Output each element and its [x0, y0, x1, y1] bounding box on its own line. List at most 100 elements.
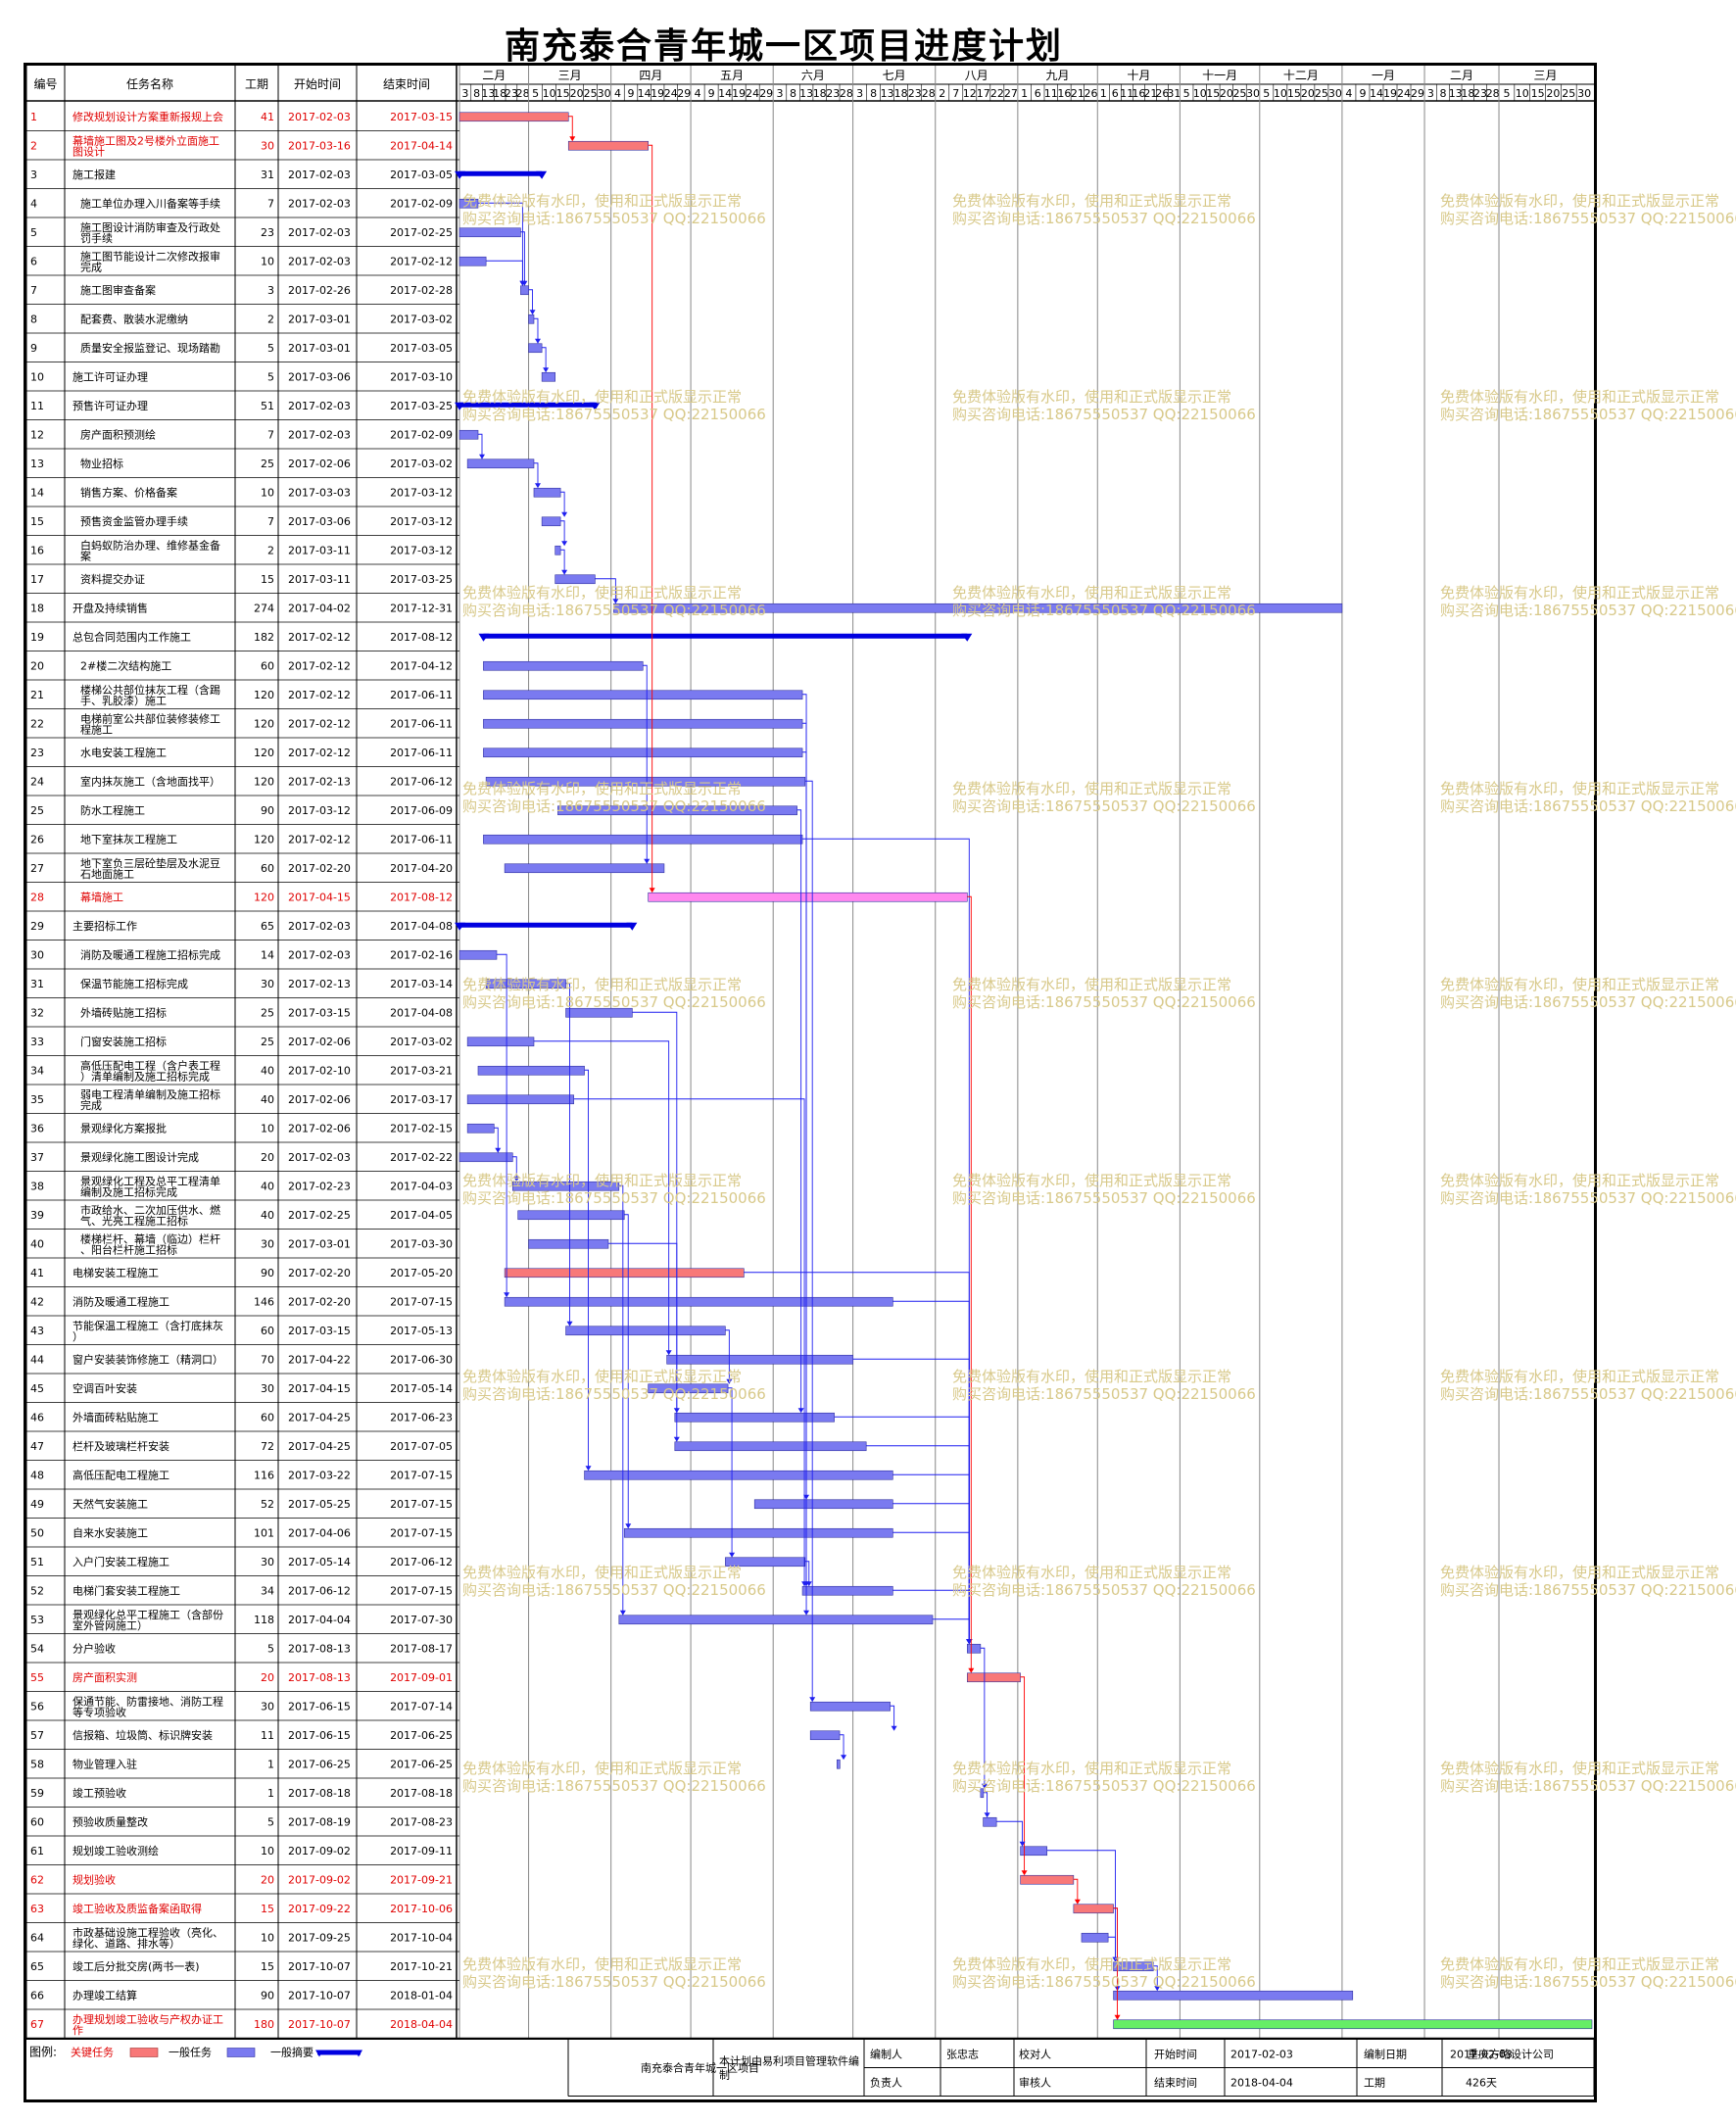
task-name: 电梯前室公共部位装修装修工	[80, 711, 220, 725]
day-tick-label: 9	[1359, 87, 1366, 100]
watermark-text: 免费体验版有水印，使用和正式版显示正常	[462, 584, 742, 602]
day-tick-label: 26	[1155, 87, 1169, 100]
day-tick-label: 6	[1035, 87, 1041, 100]
task-duration: 7	[267, 515, 274, 528]
task-name-cont: 完成	[80, 260, 102, 273]
day-tick-label: 12	[963, 87, 977, 100]
task-end: 2017-03-21	[390, 1064, 453, 1077]
watermark-text: 免费体验版有水印，使用和正式版显示正常	[1440, 388, 1719, 406]
task-end: 2017-05-13	[390, 1325, 453, 1337]
dependency-arrow	[625, 1523, 632, 1529]
dependency-arrow	[981, 1783, 988, 1789]
task-id: 29	[30, 920, 44, 933]
task-duration: 20	[261, 1151, 274, 1164]
dependency-arrow	[891, 1725, 897, 1731]
task-end: 2017-03-15	[390, 111, 453, 123]
task-bar	[555, 545, 561, 555]
task-id: 17	[30, 573, 44, 586]
task-id: 56	[30, 1700, 44, 1713]
task-name: 外墙砖贴施工招标	[80, 1005, 167, 1019]
day-tick-label: 25	[1232, 87, 1246, 100]
task-id: 47	[30, 1440, 44, 1453]
task-bar	[466, 1037, 535, 1047]
day-tick-label: 23	[1473, 87, 1487, 100]
watermark-text: 免费体验版有水印，使用和正式版显示正常	[1440, 1172, 1719, 1189]
task-start: 2017-03-01	[288, 1237, 351, 1250]
task-duration: 7	[267, 428, 274, 441]
dependency-link	[533, 462, 539, 488]
task-end: 2017-09-11	[390, 1845, 453, 1858]
green-task-bar	[1113, 2019, 1593, 2030]
task-duration: 60	[261, 862, 274, 875]
task-id: 32	[30, 1006, 44, 1019]
task-id: 44	[30, 1353, 44, 1366]
task-id: 5	[30, 226, 37, 239]
watermark-text-line2: 购买咨询电话:18675550537 QQ:22150066	[1440, 1777, 1736, 1795]
watermark-text: 免费体验版有水印，使用和正式版显示正常	[952, 584, 1231, 602]
task-id: 62	[30, 1873, 44, 1886]
task-start: 2017-06-15	[288, 1700, 351, 1713]
task-id: 40	[30, 1237, 44, 1250]
day-tick-label: 14	[1370, 87, 1383, 100]
dependency-link	[477, 433, 483, 458]
task-end: 2017-03-02	[390, 1036, 453, 1048]
task-start: 2017-02-03	[288, 169, 351, 181]
task-bar	[725, 1557, 806, 1568]
task-name: 配套费、散装水泥缴纳	[80, 312, 188, 325]
task-duration: 30	[261, 1382, 274, 1395]
task-duration: 3	[267, 284, 274, 297]
footer-compiler: 张忠志	[946, 2049, 979, 2061]
task-start: 2017-08-13	[288, 1671, 351, 1684]
watermark-text: 免费体验版有水印，使用和正式版显示正常	[1440, 1368, 1719, 1385]
task-bar	[967, 1643, 982, 1654]
day-tick-label: 10	[1193, 87, 1207, 100]
task-start: 2017-02-03	[288, 920, 351, 933]
task-start: 2017-02-03	[288, 428, 351, 441]
day-tick-label: 20	[1220, 87, 1233, 100]
task-end: 2017-03-25	[390, 573, 453, 586]
task-name: 窗户安装装饰修施工（精洞口）	[72, 1352, 223, 1366]
legend-normal-swatch	[226, 2048, 256, 2057]
task-bar	[458, 198, 479, 209]
dependency-link	[1108, 1936, 1116, 1961]
day-tick-label: 28	[1486, 87, 1500, 100]
task-end: 2018-04-04	[390, 2018, 453, 2031]
task-end: 2017-05-20	[390, 1267, 453, 1279]
task-id: 12	[30, 428, 44, 441]
dependency-arrow	[803, 1610, 810, 1616]
task-bar	[613, 603, 1343, 613]
dependency-arrow	[1074, 1899, 1081, 1905]
task-duration: 20	[261, 1671, 274, 1684]
task-start: 2017-02-12	[288, 717, 351, 730]
task-id: 48	[30, 1469, 44, 1481]
month-label: 十月	[1127, 69, 1150, 82]
task-name-cont: 石地面施工	[80, 868, 134, 881]
task-duration: 14	[261, 948, 274, 961]
task-name: 分户验收	[72, 1641, 116, 1655]
day-tick-label: 13	[1449, 87, 1463, 100]
task-name: 资料提交办证	[80, 572, 145, 586]
task-start: 2017-02-13	[288, 978, 351, 990]
day-tick-label: 21	[1143, 87, 1157, 100]
dependency-link	[560, 549, 565, 574]
dependency-arrow	[513, 1177, 520, 1182]
day-tick-label: 6	[1112, 87, 1119, 100]
task-end: 2017-07-30	[390, 1614, 453, 1626]
header-end: 结束时间	[383, 77, 430, 91]
summary-bar	[483, 633, 968, 639]
task-bar	[466, 458, 535, 469]
task-bar	[623, 1527, 893, 1538]
month-label: 十二月	[1283, 69, 1319, 82]
task-duration: 120	[254, 689, 274, 701]
task-bar	[648, 1383, 729, 1394]
watermark-text-line2: 购买咨询电话:18675550537 QQ:22150066	[462, 602, 766, 619]
day-tick-label: 7	[952, 87, 959, 100]
task-name: 天然气安装施工	[72, 1497, 148, 1511]
task-duration: 40	[261, 1064, 274, 1077]
task-id: 67	[30, 2018, 44, 2031]
task-end: 2017-10-04	[390, 1931, 453, 1944]
task-end: 2017-06-30	[390, 1353, 453, 1366]
task-end: 2017-02-15	[390, 1122, 453, 1134]
header-duration: 工期	[245, 77, 268, 91]
